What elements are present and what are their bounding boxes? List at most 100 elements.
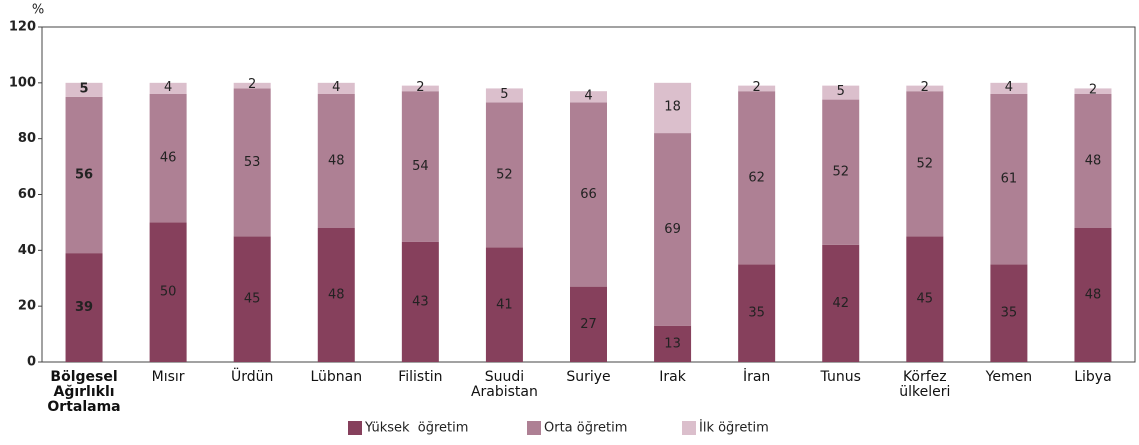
bar-segment	[317, 94, 355, 228]
data-label: 46	[160, 151, 177, 166]
bar-segment	[233, 88, 271, 237]
data-label: 2	[248, 77, 256, 92]
data-label: 53	[244, 155, 261, 170]
x-tick-label: Suudi Arabistan	[470, 369, 538, 400]
data-label: 45	[244, 292, 261, 307]
data-label: 2	[921, 80, 929, 95]
bar-segment	[654, 133, 692, 326]
x-tick-label: Ürdün	[230, 369, 274, 385]
data-label: 4	[1005, 80, 1013, 95]
bar-segment	[570, 91, 607, 103]
bar-segment	[149, 222, 187, 362]
bar-segment	[65, 253, 103, 362]
bar-segment	[822, 99, 860, 245]
bar-segment	[906, 85, 944, 92]
data-label: 35	[748, 306, 765, 321]
y-tick-label: 60	[18, 187, 36, 202]
data-label: 56	[75, 167, 93, 182]
data-label: 54	[412, 159, 429, 174]
bar-segment	[317, 82, 355, 94]
data-label: 52	[496, 167, 513, 182]
data-label: 48	[1085, 288, 1102, 303]
bar-segment	[485, 88, 523, 103]
data-label: 43	[412, 294, 429, 309]
y-axis-unit: %	[32, 3, 44, 18]
data-label: 2	[416, 80, 424, 95]
bar-segment	[1074, 228, 1112, 362]
x-tick-label: Filistin	[398, 369, 443, 385]
data-label: 45	[917, 292, 934, 307]
y-tick-label: 20	[18, 299, 36, 314]
bar-segment	[906, 236, 944, 362]
bar-segment	[233, 236, 271, 362]
data-label: 50	[160, 285, 177, 300]
bar-segment	[570, 102, 607, 287]
data-label: 69	[664, 222, 681, 237]
legend-label: Orta öğretim	[544, 421, 627, 436]
y-tick-label: 100	[9, 75, 36, 90]
bar-segment	[1074, 88, 1112, 94]
data-label: 48	[328, 154, 345, 169]
data-label: 27	[580, 317, 597, 332]
legend-swatch	[682, 421, 696, 435]
data-label: 2	[753, 80, 761, 95]
bar-segment	[317, 228, 355, 362]
bar-segment	[654, 325, 692, 362]
bar-segment	[822, 244, 860, 362]
legend-swatch	[527, 421, 541, 435]
y-tick-label: 0	[27, 355, 36, 370]
bar-segment	[738, 85, 776, 92]
data-label: 4	[584, 88, 592, 103]
data-label: 13	[664, 336, 681, 351]
y-tick-label: 120	[9, 20, 36, 35]
bar-segment	[990, 82, 1028, 94]
bar-segment	[570, 286, 607, 362]
data-label: 35	[1001, 306, 1018, 321]
bar-segment	[485, 247, 523, 362]
bar-segment	[65, 96, 103, 254]
legend-swatch	[348, 421, 362, 435]
data-label: 52	[832, 165, 849, 180]
bar-segment	[485, 102, 523, 248]
data-label: 5	[500, 87, 508, 102]
x-tick-label: Körfez ülkeleri	[899, 369, 951, 400]
bar-segment	[738, 264, 776, 362]
data-label: 4	[332, 80, 340, 95]
x-tick-label: Libya	[1074, 369, 1112, 385]
data-label: 62	[748, 170, 765, 185]
x-tick-label: Irak	[659, 369, 686, 385]
bar-segment	[149, 94, 187, 223]
data-label: 48	[328, 288, 345, 303]
bar-segment	[401, 85, 439, 92]
bar-segment	[906, 91, 944, 237]
data-label: 2	[1089, 83, 1097, 98]
data-label: 48	[1085, 154, 1102, 169]
data-label: 41	[496, 297, 513, 312]
bar-segment	[401, 241, 439, 362]
legend-label: Yüksek öğretim	[364, 421, 468, 436]
bar-segment	[990, 94, 1028, 265]
bar-segment	[65, 82, 103, 97]
y-tick-label: 40	[18, 243, 36, 258]
bar-segment	[1074, 94, 1112, 228]
bar-segment	[654, 82, 692, 134]
x-tick-label: Mısır	[151, 369, 185, 385]
x-tick-label: Suriye	[566, 369, 611, 385]
legend-label: İlk öğretim	[699, 420, 769, 436]
data-label: 42	[832, 296, 849, 311]
bar-segment	[149, 82, 187, 94]
data-label: 5	[80, 81, 89, 96]
bar-segment	[401, 91, 439, 242]
bar-segment	[822, 85, 860, 100]
data-label: 18	[664, 99, 681, 114]
data-label: 5	[837, 84, 845, 99]
data-label: 4	[164, 80, 172, 95]
x-tick-label: Yemen	[985, 369, 1033, 385]
bar-segment	[233, 82, 271, 89]
data-label: 39	[75, 300, 93, 315]
x-tick-label: Lübnan	[310, 369, 363, 385]
bar-segment	[738, 91, 776, 265]
data-label: 52	[917, 156, 934, 171]
